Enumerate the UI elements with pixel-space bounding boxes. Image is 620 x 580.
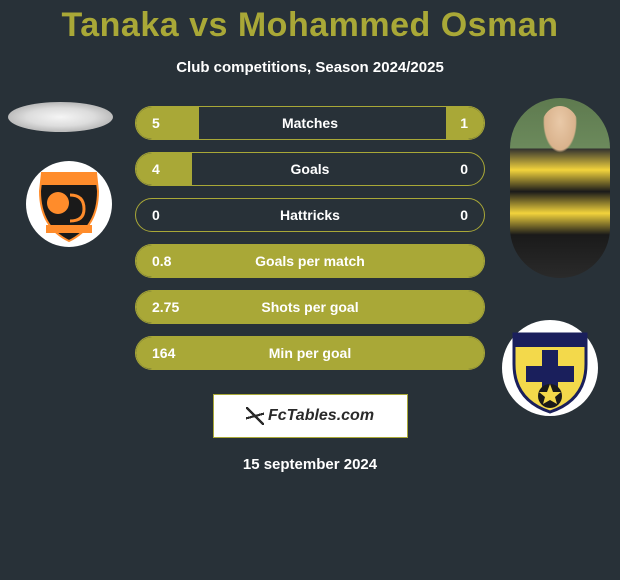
stat-left-value: 2.75 bbox=[136, 299, 216, 315]
club-left-badge bbox=[24, 159, 114, 249]
stat-label: Goals per match bbox=[216, 253, 404, 269]
stat-left-value: 164 bbox=[136, 345, 216, 361]
page-title: Tanaka vs Mohammed Osman bbox=[0, 0, 620, 45]
subtitle: Club competitions, Season 2024/2025 bbox=[0, 59, 620, 76]
player-left-avatar bbox=[8, 102, 113, 132]
stat-left-value: 0 bbox=[136, 207, 216, 223]
stat-left-value: 4 bbox=[136, 161, 216, 177]
stat-label: Min per goal bbox=[216, 345, 404, 361]
stat-label: Hattricks bbox=[216, 207, 404, 223]
stat-row: 5 Matches 1 bbox=[135, 106, 485, 140]
stat-row: 164 Min per goal bbox=[135, 336, 485, 370]
shield-icon bbox=[500, 318, 600, 418]
stat-right-value: 0 bbox=[404, 161, 484, 177]
stats-table: 5 Matches 1 4 Goals 0 0 Hattricks 0 0.8 … bbox=[135, 104, 485, 370]
watermark: FcTables.com bbox=[213, 394, 408, 438]
stat-right-value: 0 bbox=[404, 207, 484, 223]
player-right-avatar bbox=[510, 98, 610, 278]
shield-icon bbox=[24, 159, 114, 249]
watermark-text: FcTables.com bbox=[268, 407, 374, 425]
stat-label: Goals bbox=[216, 161, 404, 177]
stat-left-value: 0.8 bbox=[136, 253, 216, 269]
stat-label: Shots per goal bbox=[216, 299, 404, 315]
date: 15 september 2024 bbox=[0, 456, 620, 473]
stat-row: 0 Hattricks 0 bbox=[135, 198, 485, 232]
stat-right-value: 1 bbox=[404, 115, 484, 131]
stat-row: 0.8 Goals per match bbox=[135, 244, 485, 278]
fctables-icon bbox=[246, 407, 264, 425]
stat-label: Matches bbox=[216, 115, 404, 131]
stat-row: 2.75 Shots per goal bbox=[135, 290, 485, 324]
stat-left-value: 5 bbox=[136, 115, 216, 131]
comparison-content: 5 Matches 1 4 Goals 0 0 Hattricks 0 0.8 … bbox=[0, 104, 620, 473]
club-right-badge bbox=[500, 318, 600, 418]
stat-row: 4 Goals 0 bbox=[135, 152, 485, 186]
